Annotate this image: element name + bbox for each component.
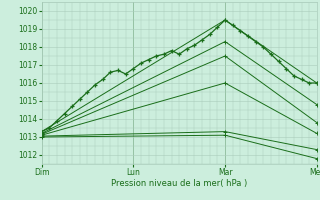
X-axis label: Pression niveau de la mer( hPa ): Pression niveau de la mer( hPa ) [111, 179, 247, 188]
